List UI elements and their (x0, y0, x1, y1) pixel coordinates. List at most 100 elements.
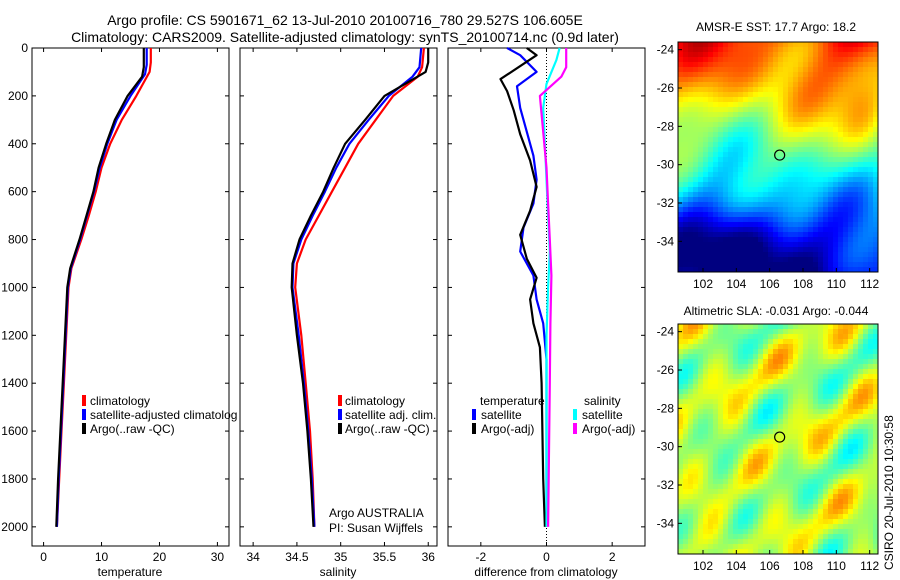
heatmap-cell (818, 444, 824, 450)
heatmap-cell (713, 394, 719, 400)
temperature-lines (55, 48, 152, 527)
heatmap-cell (863, 479, 869, 485)
heatmap-cell (818, 514, 824, 520)
heatmap-cell (698, 444, 704, 450)
heatmap-cell (843, 77, 849, 83)
heatmap-cell (823, 349, 829, 355)
heatmap-cell (768, 464, 774, 470)
heatmap-cell (688, 52, 694, 58)
heatmap-cell (788, 399, 794, 405)
heatmap-cell (823, 237, 829, 243)
heatmap-cell (688, 112, 694, 118)
heatmap-cell (833, 157, 839, 163)
heatmap-cell (873, 147, 879, 153)
sst-argo-location-marker (774, 149, 786, 161)
heatmap-cell (768, 339, 774, 345)
heatmap-cell (748, 42, 754, 48)
heatmap-cell (853, 167, 859, 173)
heatmap-cell (723, 389, 729, 395)
heatmap-cell (708, 434, 714, 440)
heatmap-cell (818, 187, 824, 193)
heatmap-cell (693, 489, 699, 495)
heatmap-cell (763, 127, 769, 133)
heatmap-cell (833, 429, 839, 435)
heatmap-cell (818, 257, 824, 263)
heatmap-cell (773, 534, 779, 540)
heatmap-cell (868, 489, 874, 495)
heatmap-cell (798, 384, 804, 390)
heatmap-cell (813, 459, 819, 465)
heatmap-cell (698, 419, 704, 425)
heatmap-cell (678, 122, 684, 128)
heatmap-cell (798, 394, 804, 400)
heatmap-cell (798, 262, 804, 268)
heatmap-cell (803, 409, 809, 415)
heatmap-cell (853, 494, 859, 500)
heatmap-cell (728, 469, 734, 475)
heatmap-cell (753, 167, 759, 173)
heatmap-cell (708, 549, 714, 555)
heatmap-cell (813, 107, 819, 113)
heatmap-cell (863, 182, 869, 188)
depth-tick-label: 1400 (1, 376, 28, 390)
heatmap-cell (848, 354, 854, 360)
heatmap-cell (808, 182, 814, 188)
heatmap-cell (873, 379, 879, 385)
heatmap-cell (873, 509, 879, 515)
heatmap-cell (863, 419, 869, 425)
heatmap-cell (838, 267, 844, 273)
heatmap-cell (708, 62, 714, 68)
heatmap-cell (693, 474, 699, 480)
map-y-tick-label: -28 (657, 119, 675, 133)
heatmap-cell (778, 344, 784, 350)
heatmap-cell (783, 549, 789, 555)
heatmap-cell (748, 147, 754, 153)
heatmap-cell (863, 247, 869, 253)
heatmap-cell (678, 267, 684, 273)
heatmap-cell (793, 524, 799, 530)
heatmap-cell (858, 232, 864, 238)
heatmap-cell (863, 237, 869, 243)
heatmap-cell (848, 82, 854, 88)
heatmap-cell (813, 469, 819, 475)
heatmap-cell (838, 444, 844, 450)
heatmap-cell (763, 117, 769, 123)
heatmap-cell (723, 157, 729, 163)
heatmap-cell (708, 262, 714, 268)
heatmap-cell (808, 524, 814, 530)
heatmap-cell (808, 67, 814, 73)
heatmap-cell (768, 539, 774, 545)
heatmap-cell (858, 112, 864, 118)
heatmap-cell (748, 519, 754, 525)
heatmap-cell (843, 494, 849, 500)
heatmap-cell (783, 439, 789, 445)
legend-swatch-climatology (82, 395, 86, 406)
heatmap-cell (793, 354, 799, 360)
heatmap-cell (788, 117, 794, 123)
heatmap-cell (763, 187, 769, 193)
heatmap-cell (798, 504, 804, 510)
heatmap-cell (828, 494, 834, 500)
heatmap-cell (868, 62, 874, 68)
heatmap-cell (848, 459, 854, 465)
heatmap-cell (848, 157, 854, 163)
heatmap-cell (753, 384, 759, 390)
heatmap-cell (828, 212, 834, 218)
heatmap-cell (848, 479, 854, 485)
heatmap-cell (758, 539, 764, 545)
heatmap-cell (873, 519, 879, 525)
heatmap-cell (808, 107, 814, 113)
heatmap-cell (788, 77, 794, 83)
heatmap-cell (683, 549, 689, 555)
heatmap-cell (723, 152, 729, 158)
heatmap-cell (708, 132, 714, 138)
heatmap-cell (738, 339, 744, 345)
heatmap-cell (808, 222, 814, 228)
heatmap-cell (813, 474, 819, 480)
heatmap-cell (808, 534, 814, 540)
heatmap-cell (733, 127, 739, 133)
heatmap-cell (758, 237, 764, 243)
heatmap-cell (703, 364, 709, 370)
heatmap-cell (738, 334, 744, 340)
heatmap-cell (683, 534, 689, 540)
